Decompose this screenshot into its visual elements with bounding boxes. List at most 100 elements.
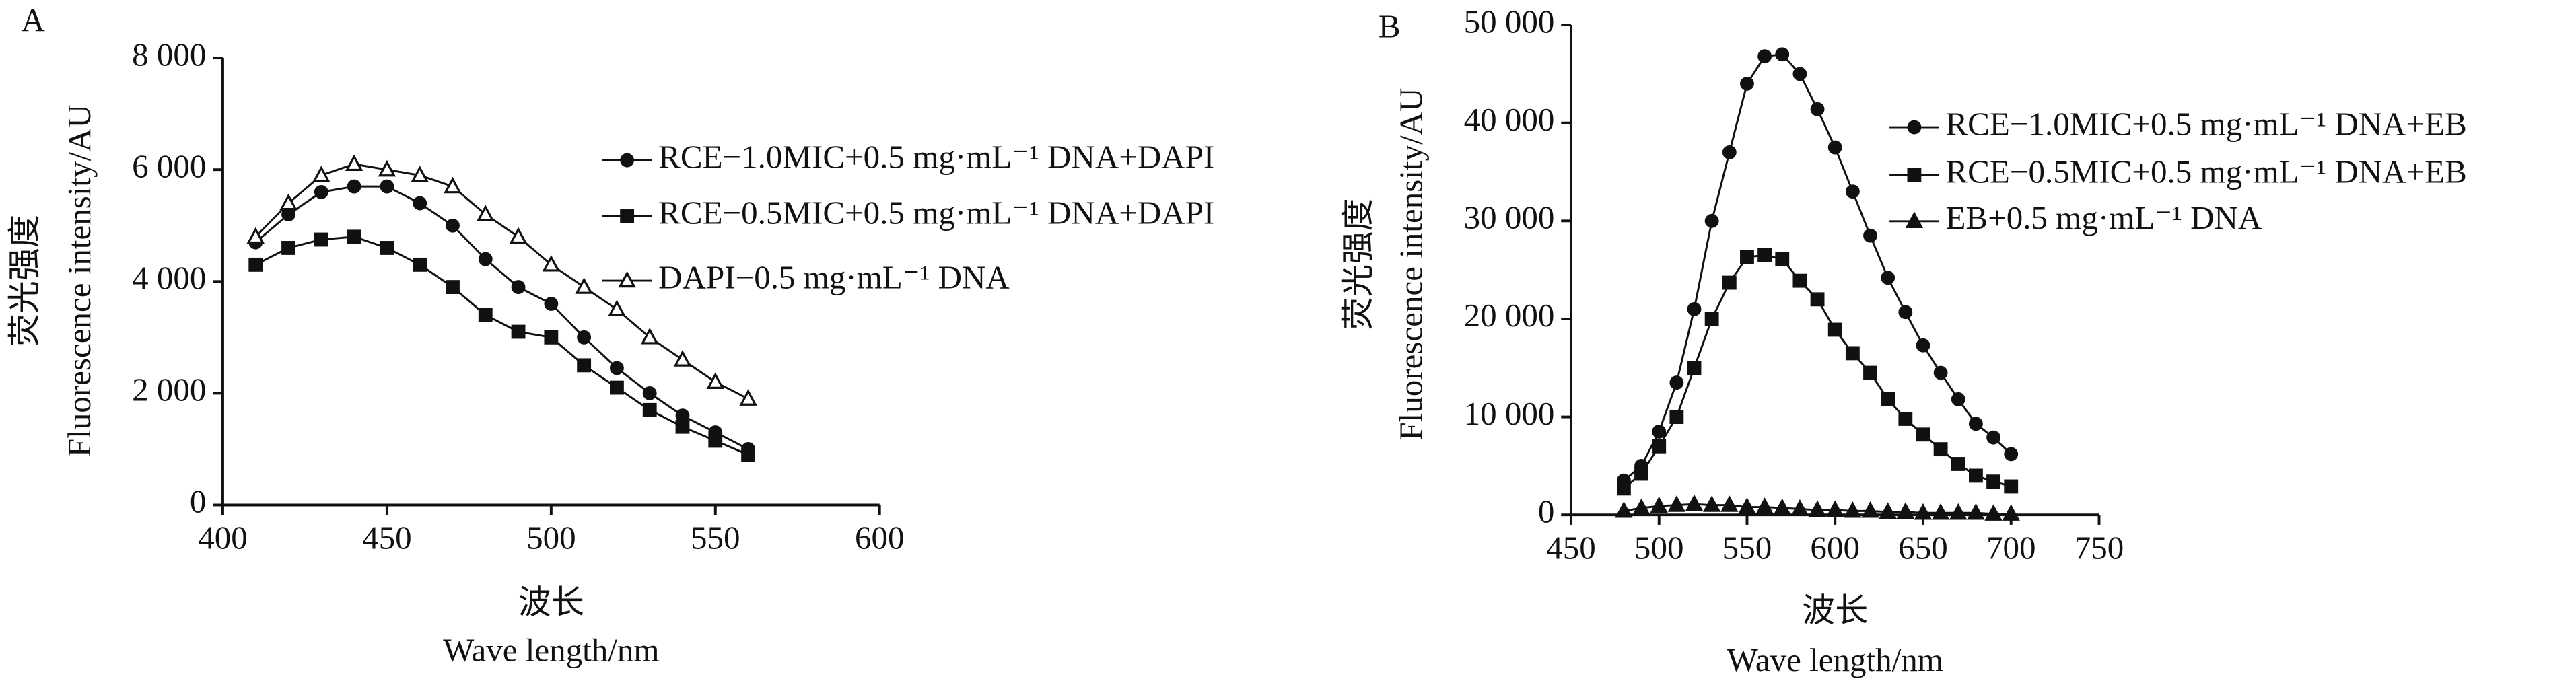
data-point <box>1616 481 1631 496</box>
data-point <box>1650 496 1668 513</box>
data-point <box>1898 412 1913 426</box>
data-point <box>1879 502 1897 519</box>
data-point <box>1933 442 1948 457</box>
y-tick-label: 0 <box>1538 493 1555 530</box>
data-point <box>1916 427 1930 442</box>
data-point <box>1775 252 1790 266</box>
data-point <box>1810 292 1825 307</box>
y-tick-label: 50 000 <box>1464 3 1555 40</box>
data-point <box>1986 474 2000 489</box>
data-point <box>1687 361 1702 375</box>
data-point <box>610 361 624 375</box>
data-point <box>1827 322 1842 337</box>
y-tick-label: 10 000 <box>1464 395 1555 432</box>
data-point <box>1863 365 1877 380</box>
x-tick-label: 700 <box>1986 529 2036 566</box>
legend-label: DAPI−0.5 mg·mL⁻¹ DNA <box>658 258 1010 295</box>
data-point <box>380 241 394 255</box>
y-axis-label-cn: 荧光强度 <box>6 215 43 347</box>
x-tick-label: 400 <box>198 519 248 556</box>
data-point <box>380 179 394 194</box>
legend-label: RCE−1.0MIC+0.5 mg·mL⁻¹ DNA+EB <box>1945 105 2466 142</box>
data-point <box>477 205 495 221</box>
data-point <box>1933 365 1948 380</box>
data-point <box>1704 213 1719 228</box>
x-tick-label: 450 <box>1546 529 1596 566</box>
data-point <box>1792 273 1807 288</box>
data-point <box>1827 140 1842 155</box>
data-point <box>411 166 429 182</box>
y-tick-label: 0 <box>190 483 207 520</box>
data-point <box>1652 439 1667 454</box>
data-point <box>1896 502 1915 519</box>
data-point <box>675 419 690 434</box>
x-tick-label: 650 <box>1898 529 1948 566</box>
series-line <box>254 163 749 400</box>
data-point <box>577 358 592 373</box>
data-point <box>1984 504 2003 521</box>
data-point <box>1790 499 1809 516</box>
data-point <box>511 324 526 339</box>
data-point <box>1652 424 1667 439</box>
data-point <box>1757 248 1772 262</box>
legend-label: RCE−0.5MIC+0.5 mg·mL⁻¹ DNA+EB <box>1945 153 2466 190</box>
x-axis-label-cn: 波长 <box>1802 592 1868 629</box>
legend-marker <box>1905 211 1924 228</box>
legend-marker <box>1907 168 1922 182</box>
x-axis-label-cn: 波长 <box>518 583 584 620</box>
data-point <box>347 229 361 244</box>
data-point <box>1722 145 1737 159</box>
data-point <box>642 386 657 400</box>
data-point <box>2004 447 2019 462</box>
y-axis-label: Fluorescence intensity/AU <box>61 104 98 457</box>
x-tick-label: 450 <box>362 519 412 556</box>
data-point <box>544 330 559 345</box>
x-axis-label: Wave length/nm <box>1727 641 1943 678</box>
data-point <box>478 252 493 266</box>
data-point <box>1845 346 1860 361</box>
x-tick-label: 600 <box>1810 529 1860 566</box>
data-point <box>1810 102 1825 116</box>
y-tick-label: 30 000 <box>1464 199 1555 236</box>
x-tick-label: 550 <box>1722 529 1772 566</box>
data-point <box>1669 410 1684 424</box>
data-point <box>1845 184 1860 199</box>
x-tick-label: 500 <box>1634 529 1684 566</box>
data-point <box>1916 338 1930 353</box>
data-point <box>345 154 363 172</box>
data-point <box>281 207 295 222</box>
x-tick-label: 750 <box>2075 529 2124 566</box>
y-tick-label: 8 000 <box>132 36 206 73</box>
series-line <box>255 236 749 456</box>
data-point <box>444 176 462 194</box>
data-point <box>1861 501 1879 518</box>
data-point <box>1881 392 1895 406</box>
legend-label: RCE−1.0MIC+0.5 mg·mL⁻¹ DNA+DAPI <box>658 138 1214 175</box>
data-point <box>1738 497 1756 514</box>
data-point <box>1775 47 1790 62</box>
data-point <box>281 241 295 255</box>
legend-label: RCE−0.5MIC+0.5 mg·mL⁻¹ DNA+DAPI <box>658 194 1214 231</box>
data-point <box>1720 495 1739 512</box>
data-point <box>509 227 528 244</box>
data-point <box>577 330 592 345</box>
data-point <box>675 408 690 423</box>
data-point <box>1969 417 1983 431</box>
data-point <box>378 159 396 177</box>
data-point <box>1722 275 1737 290</box>
data-point <box>1757 49 1772 64</box>
x-tick-label: 500 <box>526 519 576 556</box>
data-point <box>1740 77 1754 91</box>
data-point <box>542 254 561 272</box>
data-point <box>1702 495 1721 512</box>
data-point <box>641 327 659 345</box>
data-point <box>1951 457 1965 471</box>
data-point <box>1863 228 1877 243</box>
data-point <box>1826 500 1844 517</box>
panel-label: B <box>1379 8 1401 45</box>
panel-label: A <box>21 1 45 38</box>
x-tick-label: 600 <box>855 519 905 556</box>
data-point <box>706 372 724 389</box>
